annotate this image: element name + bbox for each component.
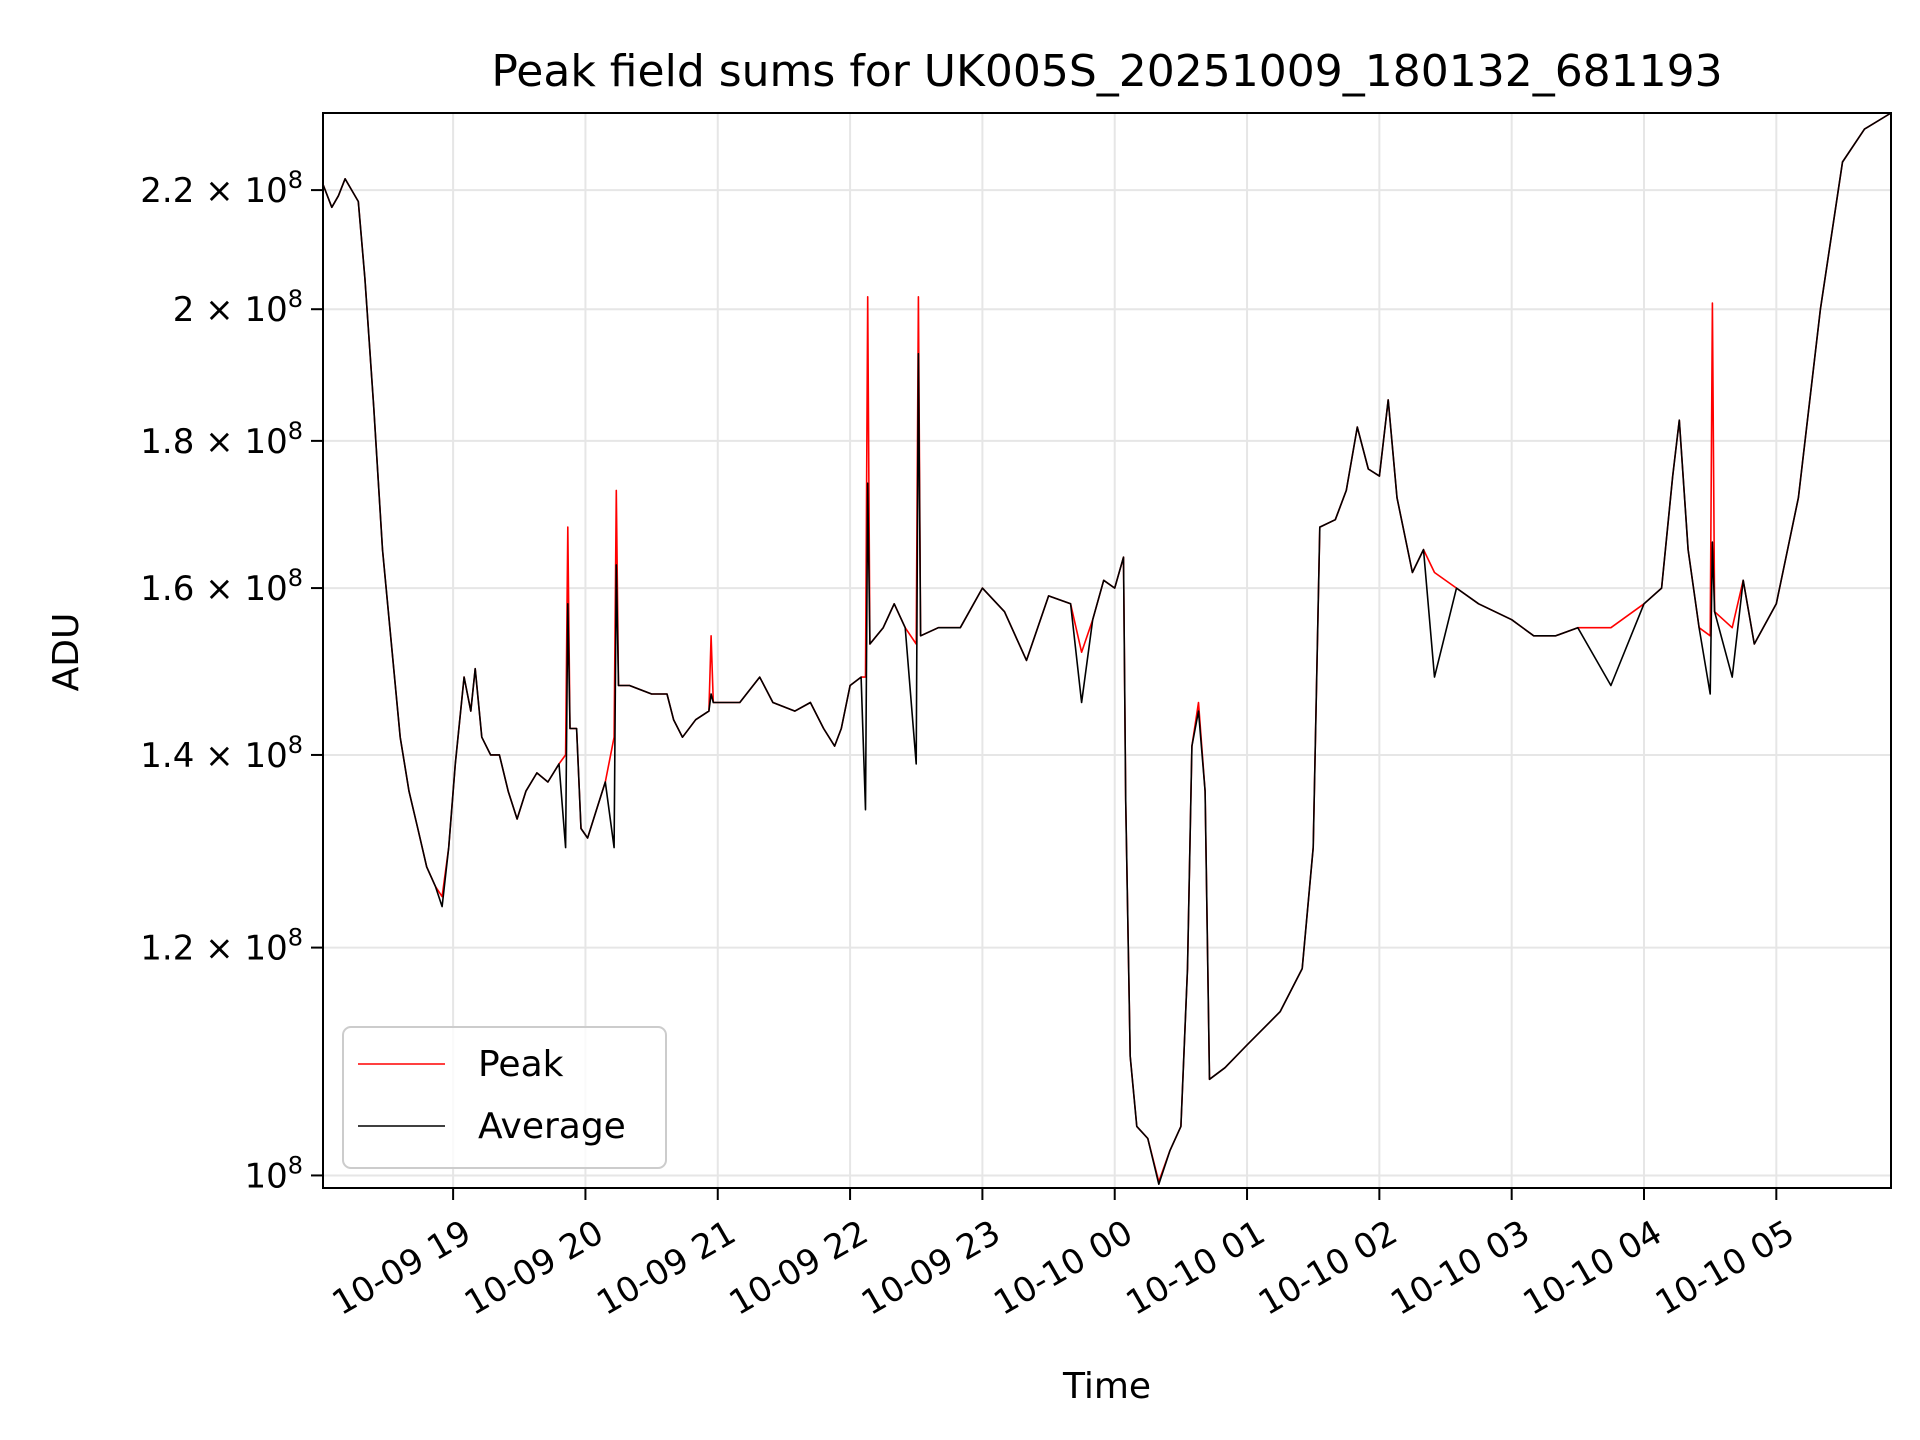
series-line-average <box>322 112 1892 1185</box>
chart-title: Peak field sums for UK005S_20251009_1801… <box>491 46 1722 97</box>
legend: Peak Average <box>342 1026 667 1169</box>
y-tick-label: 2 × 108 <box>173 285 303 330</box>
y-tick-label: 1.4 × 108 <box>140 731 303 776</box>
y-tick-label: 1.2 × 108 <box>140 924 303 969</box>
legend-box <box>342 1026 667 1169</box>
y-tick-label: 1.6 × 108 <box>140 564 303 609</box>
y-axis-title: ADU <box>46 613 87 692</box>
y-tick-label: 2.2 × 108 <box>140 166 303 211</box>
legend-label-average: Average <box>478 1106 626 1147</box>
y-tick-label: 1.8 × 108 <box>140 417 303 462</box>
grid-layer <box>323 113 1891 1188</box>
x-axis-title: Time <box>1062 1366 1151 1407</box>
series-layer <box>322 112 1892 1185</box>
legend-label-peak: Peak <box>478 1044 564 1085</box>
plot-frame <box>322 112 1892 1189</box>
